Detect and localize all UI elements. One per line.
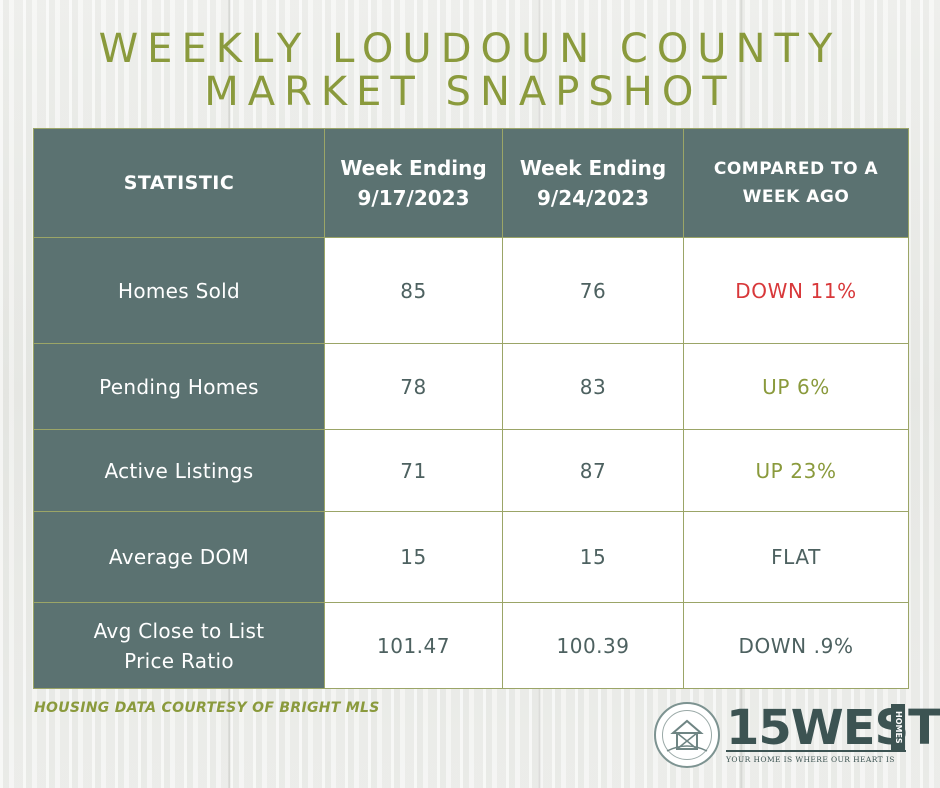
- title-line-1: WEEKLY LOUDOUN COUNTY: [98, 26, 842, 72]
- row-label-line-1: Avg Close to List: [93, 618, 265, 643]
- row-label: Average DOM: [33, 511, 325, 603]
- header-compared-line-1: COMPARED TO A: [713, 159, 879, 179]
- title-line-2: MARKET SNAPSHOT: [204, 69, 736, 115]
- row-change-value: DOWN .9%: [683, 602, 909, 689]
- row-week-1-value: 101.47: [324, 602, 503, 689]
- table-row: Avg Close to List Price Ratio 101.47 100…: [33, 602, 909, 689]
- table-header-row: STATISTIC Week Ending 9/17/2023 Week End…: [33, 128, 909, 238]
- row-label: Avg Close to List Price Ratio: [33, 602, 325, 689]
- row-change-value: DOWN 11%: [683, 237, 909, 344]
- row-change-value: FLAT: [683, 511, 909, 603]
- row-week-1-value: 15: [324, 511, 503, 603]
- row-change-value: UP 6%: [683, 343, 909, 430]
- row-label: Pending Homes: [33, 343, 325, 430]
- barn-seal-icon: [654, 702, 720, 768]
- row-week-1-value: 78: [324, 343, 503, 430]
- barn-icon: [666, 719, 708, 752]
- header-compared: COMPARED TO A WEEK AGO: [683, 128, 909, 238]
- row-week-2-value: 100.39: [502, 602, 684, 689]
- company-logo: 15WEST HOMES YOUR HOME IS WHERE OUR HEAR…: [654, 700, 940, 774]
- header-week-1-line-1: Week Ending: [340, 156, 487, 180]
- logo-tagline: YOUR HOME IS WHERE OUR HEART IS: [726, 755, 895, 764]
- market-snapshot-table: STATISTIC Week Ending 9/17/2023 Week End…: [33, 128, 909, 689]
- row-week-2-value: 15: [502, 511, 684, 603]
- header-statistic: STATISTIC: [33, 128, 325, 238]
- row-change-value: UP 23%: [683, 429, 909, 512]
- row-label-line-2: Price Ratio: [124, 648, 234, 673]
- row-week-1-value: 85: [324, 237, 503, 344]
- table-row: Pending Homes 78 83 UP 6%: [33, 343, 909, 430]
- header-week-2-line-1: Week Ending: [519, 156, 667, 180]
- row-week-2-value: 83: [502, 343, 684, 430]
- header-week-1-line-2: 9/17/2023: [357, 186, 470, 210]
- header-week-2: Week Ending 9/24/2023: [502, 128, 684, 238]
- row-label: Homes Sold: [33, 237, 325, 344]
- table-row: Homes Sold 85 76 DOWN 11%: [33, 237, 909, 344]
- row-week-2-value: 87: [502, 429, 684, 512]
- page-title: WEEKLY LOUDOUN COUNTY MARKET SNAPSHOT: [0, 28, 940, 114]
- table-row: Average DOM 15 15 FLAT: [33, 511, 909, 603]
- row-label: Active Listings: [33, 429, 325, 512]
- header-week-2-line-2: 9/24/2023: [536, 186, 650, 210]
- row-week-2-value: 76: [502, 237, 684, 344]
- header-compared-line-2: WEEK AGO: [742, 187, 850, 207]
- logo-divider: [726, 750, 906, 752]
- table-row: Active Listings 71 87 UP 23%: [33, 429, 909, 512]
- seal-ring: [662, 710, 712, 760]
- data-credit: HOUSING DATA COURTESY OF BRIGHT MLS: [34, 700, 380, 716]
- header-week-1: Week Ending 9/17/2023: [324, 128, 503, 238]
- row-week-1-value: 71: [324, 429, 503, 512]
- logo-homes-badge: HOMES: [891, 704, 905, 750]
